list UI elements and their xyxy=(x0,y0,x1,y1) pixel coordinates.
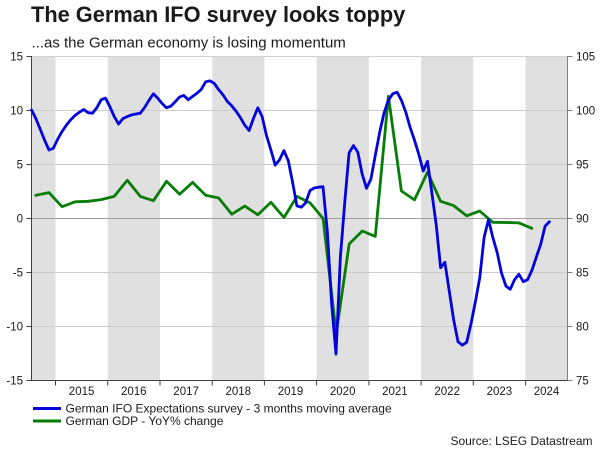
svg-text:-5: -5 xyxy=(13,268,23,280)
svg-text:2016: 2016 xyxy=(121,386,147,398)
svg-text:75: 75 xyxy=(576,376,589,388)
svg-text:5: 5 xyxy=(17,160,23,172)
svg-text:95: 95 xyxy=(576,160,589,172)
svg-text:German IFO Expectations survey: German IFO Expectations survey - 3 month… xyxy=(66,401,392,415)
svg-text:2017: 2017 xyxy=(173,386,199,398)
svg-text:10: 10 xyxy=(10,106,23,118)
svg-text:15: 15 xyxy=(10,52,23,64)
svg-text:85: 85 xyxy=(576,268,589,280)
svg-text:105: 105 xyxy=(576,52,595,64)
svg-text:100: 100 xyxy=(576,106,595,118)
svg-text:Source: LSEG Datastream: Source: LSEG Datastream xyxy=(450,434,592,448)
svg-text:2021: 2021 xyxy=(382,386,408,398)
svg-text:2023: 2023 xyxy=(487,386,513,398)
svg-text:2022: 2022 xyxy=(434,386,460,398)
svg-text:90: 90 xyxy=(576,214,589,226)
svg-text:2019: 2019 xyxy=(278,386,304,398)
svg-text:-15: -15 xyxy=(6,376,23,388)
svg-text:2024: 2024 xyxy=(534,386,560,398)
svg-text:0: 0 xyxy=(17,214,23,226)
svg-text:German GDP - YoY% change: German GDP - YoY% change xyxy=(66,414,224,428)
svg-text:2018: 2018 xyxy=(226,386,252,398)
svg-text:The German IFO survey looks to: The German IFO survey looks toppy xyxy=(31,2,405,27)
svg-text:80: 80 xyxy=(576,322,589,334)
svg-text:2015: 2015 xyxy=(69,386,95,398)
svg-text:2020: 2020 xyxy=(330,386,356,398)
svg-text:...as the German economy is lo: ...as the German economy is losing momen… xyxy=(32,35,346,52)
svg-text:-10: -10 xyxy=(6,322,23,334)
